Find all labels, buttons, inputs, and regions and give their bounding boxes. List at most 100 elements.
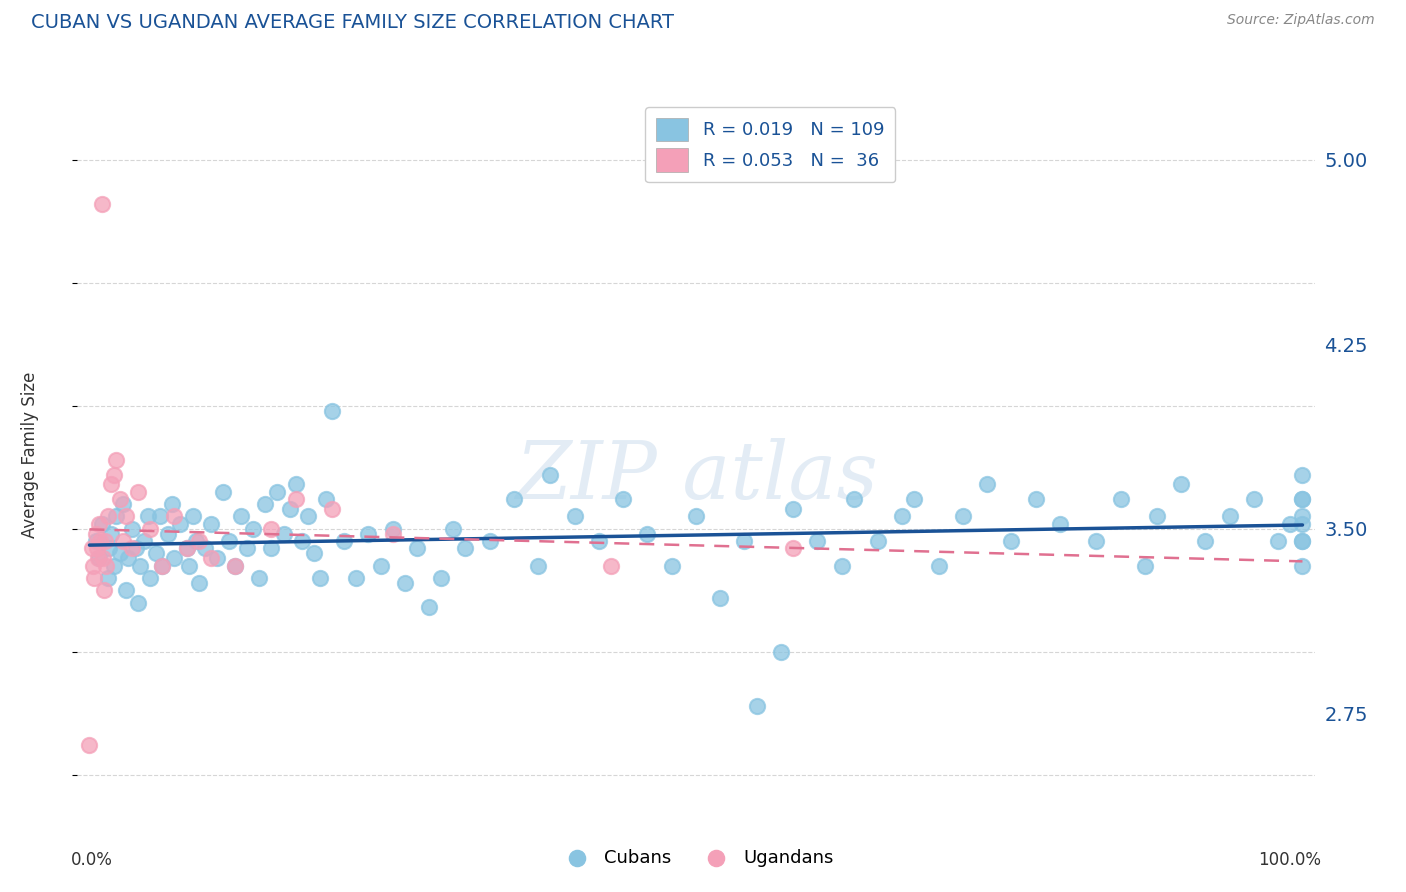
- Point: [205, 551, 228, 566]
- Point: [236, 541, 259, 556]
- Point: [89, 516, 111, 531]
- Point: [181, 509, 204, 524]
- Point: [1291, 509, 1313, 524]
- Point: [84, 526, 107, 541]
- Point: [163, 551, 186, 566]
- Point: [284, 492, 307, 507]
- Point: [1243, 492, 1265, 507]
- Point: [80, 541, 103, 556]
- Point: [273, 526, 295, 541]
- Point: [1109, 492, 1132, 507]
- Point: [734, 534, 756, 549]
- Point: [381, 526, 404, 541]
- Point: [89, 534, 111, 549]
- Point: [866, 534, 889, 549]
- Point: [132, 534, 155, 549]
- Point: [157, 526, 180, 541]
- Point: [370, 558, 392, 573]
- Point: [254, 497, 277, 511]
- Point: [564, 509, 586, 524]
- Point: [418, 600, 440, 615]
- Point: [176, 541, 198, 556]
- Point: [177, 558, 200, 573]
- Point: [160, 497, 183, 511]
- Point: [224, 558, 246, 573]
- Point: [1291, 492, 1313, 507]
- Point: [806, 534, 828, 549]
- Point: [187, 575, 209, 590]
- Point: [1267, 534, 1289, 549]
- Point: [86, 541, 108, 556]
- Point: [200, 551, 222, 566]
- Point: [291, 534, 314, 549]
- Point: [260, 541, 283, 556]
- Point: [685, 509, 707, 524]
- Point: [842, 492, 865, 507]
- Point: [117, 551, 139, 566]
- Point: [139, 522, 162, 536]
- Point: [218, 534, 240, 549]
- Point: [1291, 516, 1313, 531]
- Point: [302, 546, 325, 560]
- Point: [87, 551, 110, 566]
- Point: [709, 591, 731, 605]
- Point: [260, 522, 283, 536]
- Point: [1133, 558, 1156, 573]
- Legend: Cubans, Ugandans: Cubans, Ugandans: [551, 842, 841, 874]
- Point: [136, 509, 159, 524]
- Point: [176, 541, 198, 556]
- Point: [903, 492, 925, 507]
- Point: [105, 509, 128, 524]
- Point: [121, 541, 143, 556]
- Point: [1291, 534, 1313, 549]
- Point: [1219, 509, 1241, 524]
- Point: [394, 575, 416, 590]
- Point: [93, 583, 115, 598]
- Point: [381, 522, 404, 536]
- Point: [1025, 492, 1047, 507]
- Point: [454, 541, 477, 556]
- Point: [100, 526, 122, 541]
- Point: [121, 522, 143, 536]
- Point: [478, 534, 501, 549]
- Point: [1291, 534, 1313, 549]
- Point: [928, 558, 950, 573]
- Text: ZIP atlas: ZIP atlas: [515, 438, 877, 515]
- Point: [91, 551, 114, 566]
- Point: [124, 541, 146, 556]
- Point: [186, 534, 208, 549]
- Point: [108, 492, 131, 507]
- Point: [90, 516, 112, 531]
- Point: [1085, 534, 1108, 549]
- Point: [127, 596, 149, 610]
- Point: [79, 739, 101, 753]
- Point: [83, 571, 105, 585]
- Point: [976, 477, 998, 491]
- Point: [1194, 534, 1216, 549]
- Point: [278, 502, 301, 516]
- Point: [1146, 509, 1168, 524]
- Point: [430, 571, 453, 585]
- Text: Average Family Size: Average Family Size: [21, 372, 39, 538]
- Point: [284, 477, 307, 491]
- Point: [100, 477, 122, 491]
- Point: [89, 551, 111, 566]
- Point: [600, 558, 623, 573]
- Point: [194, 541, 217, 556]
- Point: [82, 558, 104, 573]
- Point: [97, 571, 120, 585]
- Point: [129, 558, 152, 573]
- Point: [145, 546, 167, 560]
- Point: [636, 526, 658, 541]
- Point: [103, 558, 125, 573]
- Point: [441, 522, 464, 536]
- Point: [97, 541, 120, 556]
- Point: [200, 516, 222, 531]
- Point: [782, 541, 804, 556]
- Point: [94, 534, 117, 549]
- Point: [769, 645, 792, 659]
- Point: [952, 509, 974, 524]
- Point: [103, 467, 125, 482]
- Point: [745, 698, 768, 713]
- Point: [309, 571, 332, 585]
